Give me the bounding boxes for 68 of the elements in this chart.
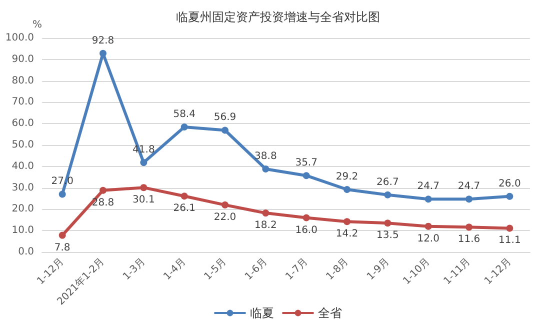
y-tick-label: 0.0 xyxy=(18,246,34,258)
data-label: 24.7 xyxy=(417,181,440,192)
y-tick-label: 90.0 xyxy=(12,54,34,65)
point xyxy=(302,172,310,180)
y-tick-label: 50.0 xyxy=(12,140,34,150)
y-tick-label: 10.0 xyxy=(12,225,34,236)
point xyxy=(180,124,188,131)
data-label: 35.7 xyxy=(295,158,318,169)
data-label: 16.0 xyxy=(295,224,318,236)
x-tick-label: 1-5月 xyxy=(202,256,229,282)
point xyxy=(384,220,392,227)
x-tick-label: 1-9月 xyxy=(365,256,392,282)
legend-label: 临夏 xyxy=(250,306,274,320)
data-label: 26.1 xyxy=(173,203,196,214)
point xyxy=(100,186,106,194)
point xyxy=(222,126,228,134)
point xyxy=(58,190,66,198)
data-label: 11.6 xyxy=(458,234,480,246)
y-tick-label: 100.0 xyxy=(5,32,34,44)
point xyxy=(424,196,432,203)
point xyxy=(466,196,472,203)
data-label: 18.2 xyxy=(254,220,277,232)
data-label: 26.0 xyxy=(498,178,521,190)
y-tick-label: 60.0 xyxy=(12,118,34,130)
point xyxy=(344,218,350,226)
point xyxy=(302,214,310,222)
data-label: 92.8 xyxy=(92,35,114,46)
point xyxy=(506,192,514,200)
data-label: 7.8 xyxy=(54,242,70,254)
data-label: 30.1 xyxy=(132,194,155,206)
y-tick-label: 40.0 xyxy=(12,160,34,172)
point xyxy=(384,191,392,198)
data-label: 22.0 xyxy=(214,212,236,223)
data-label: 29.2 xyxy=(336,172,358,183)
point xyxy=(140,159,148,166)
point xyxy=(58,232,66,239)
x-tick-label: 1-8月 xyxy=(324,256,351,282)
legend-label: 全省 xyxy=(318,306,342,320)
x-tick-label: 1-6月 xyxy=(243,256,270,282)
data-label: 11.1 xyxy=(498,235,521,246)
point xyxy=(100,50,106,57)
point xyxy=(262,165,270,172)
point xyxy=(506,224,514,232)
data-label: 26.7 xyxy=(376,176,399,188)
data-label: 58.4 xyxy=(173,109,196,120)
data-label: 56.9 xyxy=(214,112,236,124)
y-tick-label: 20.0 xyxy=(12,204,34,215)
point xyxy=(262,210,270,217)
y-tick-label: 80.0 xyxy=(12,75,34,86)
y-tick-label: 70.0 xyxy=(12,96,34,108)
data-label: 24.7 xyxy=(458,181,480,192)
point xyxy=(344,186,350,194)
point xyxy=(424,222,432,230)
x-tick-label: 1-4月 xyxy=(162,256,188,282)
data-label: 28.8 xyxy=(92,197,114,208)
point xyxy=(180,192,188,200)
point xyxy=(466,224,472,231)
point xyxy=(222,201,228,208)
data-label: 38.8 xyxy=(254,150,277,162)
point xyxy=(140,184,148,192)
y-axis-title: % xyxy=(32,20,42,30)
data-label: 12.0 xyxy=(417,233,440,244)
data-label: 14.2 xyxy=(336,228,358,240)
chart-title: 临夏州固定资产投资增速与全省对比图 xyxy=(176,10,380,24)
x-tick-label: 1-7月 xyxy=(284,256,310,282)
x-tick-label: 1-3月 xyxy=(121,256,148,282)
data-label: 13.5 xyxy=(376,230,399,242)
y-tick-label: 30.0 xyxy=(12,182,34,194)
